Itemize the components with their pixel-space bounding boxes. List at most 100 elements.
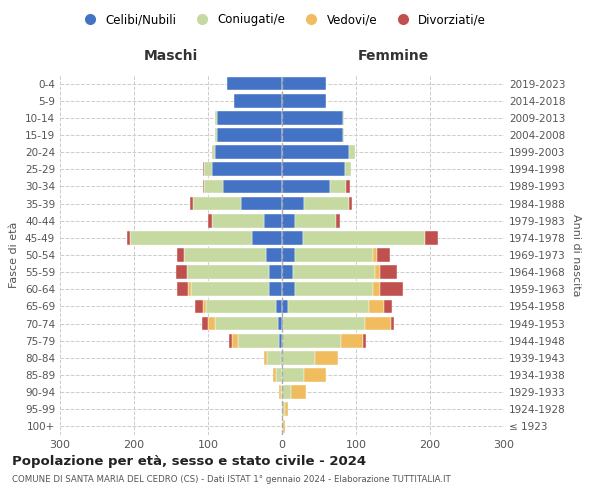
Bar: [349, 146, 355, 159]
Bar: [215, 111, 217, 124]
Bar: [184, 248, 266, 262]
Bar: [391, 316, 394, 330]
Bar: [330, 180, 346, 194]
Bar: [303, 231, 425, 244]
Bar: [276, 300, 282, 314]
Bar: [282, 402, 285, 416]
Bar: [263, 351, 267, 364]
Bar: [316, 351, 337, 364]
Bar: [130, 231, 253, 244]
Bar: [212, 162, 282, 176]
Bar: [187, 266, 269, 279]
Bar: [215, 316, 278, 330]
Bar: [191, 282, 269, 296]
Bar: [282, 316, 283, 330]
Bar: [293, 266, 374, 279]
Bar: [176, 266, 187, 279]
Y-axis label: Fasce di età: Fasce di età: [10, 222, 19, 288]
Bar: [380, 282, 403, 296]
Bar: [232, 334, 238, 347]
Bar: [282, 196, 304, 210]
Bar: [346, 180, 350, 194]
Bar: [282, 146, 349, 159]
Bar: [203, 162, 204, 176]
Bar: [227, 76, 282, 90]
Bar: [364, 334, 367, 347]
Bar: [282, 162, 345, 176]
Bar: [234, 94, 282, 108]
Bar: [304, 196, 349, 210]
Bar: [203, 300, 206, 314]
Bar: [291, 386, 305, 399]
Bar: [282, 214, 295, 228]
Bar: [204, 180, 223, 194]
Bar: [336, 214, 340, 228]
Bar: [282, 231, 303, 244]
Bar: [345, 162, 351, 176]
Text: Femmine: Femmine: [358, 48, 428, 62]
Legend: Celibi/Nubili, Coniugati/e, Vedovi/e, Divorziati/e: Celibi/Nubili, Coniugati/e, Vedovi/e, Di…: [73, 8, 491, 31]
Bar: [217, 111, 282, 124]
Bar: [283, 316, 365, 330]
Bar: [282, 180, 330, 194]
Bar: [343, 111, 344, 124]
Bar: [203, 180, 204, 194]
Bar: [282, 128, 343, 142]
Bar: [127, 231, 130, 244]
Bar: [206, 300, 276, 314]
Bar: [190, 196, 193, 210]
Bar: [177, 282, 188, 296]
Bar: [281, 386, 282, 399]
Bar: [208, 316, 215, 330]
Bar: [380, 266, 397, 279]
Bar: [295, 214, 336, 228]
Bar: [241, 196, 282, 210]
Text: COMUNE DI SANTA MARIA DEL CEDRO (CS) - Dati ISTAT 1° gennaio 2024 - Elaborazione: COMUNE DI SANTA MARIA DEL CEDRO (CS) - D…: [12, 475, 451, 484]
Bar: [373, 248, 377, 262]
Bar: [282, 351, 316, 364]
Bar: [341, 334, 364, 347]
Bar: [282, 368, 304, 382]
Bar: [304, 368, 326, 382]
Bar: [263, 214, 282, 228]
Bar: [370, 300, 384, 314]
Bar: [278, 316, 282, 330]
Bar: [343, 128, 344, 142]
Bar: [279, 386, 281, 399]
Bar: [365, 316, 391, 330]
Text: Popolazione per età, sesso e stato civile - 2024: Popolazione per età, sesso e stato civil…: [12, 455, 366, 468]
Bar: [282, 386, 291, 399]
Bar: [425, 231, 438, 244]
Bar: [384, 300, 392, 314]
Bar: [223, 180, 282, 194]
Bar: [269, 282, 282, 296]
Bar: [212, 214, 263, 228]
Bar: [282, 334, 341, 347]
Bar: [217, 128, 282, 142]
Bar: [282, 94, 326, 108]
Bar: [283, 420, 285, 434]
Bar: [253, 231, 282, 244]
Bar: [202, 316, 208, 330]
Bar: [276, 368, 282, 382]
Bar: [282, 248, 295, 262]
Bar: [282, 282, 295, 296]
Bar: [295, 282, 373, 296]
Bar: [282, 111, 343, 124]
Bar: [266, 248, 282, 262]
Bar: [177, 248, 184, 262]
Bar: [377, 248, 390, 262]
Bar: [267, 351, 281, 364]
Bar: [193, 196, 241, 210]
Bar: [273, 368, 276, 382]
Y-axis label: Anni di nascita: Anni di nascita: [571, 214, 581, 296]
Bar: [204, 162, 212, 176]
Bar: [285, 402, 288, 416]
Bar: [282, 300, 288, 314]
Bar: [373, 282, 380, 296]
Bar: [212, 146, 215, 159]
Bar: [215, 146, 282, 159]
Bar: [188, 282, 191, 296]
Text: Maschi: Maschi: [144, 48, 198, 62]
Bar: [208, 214, 212, 228]
